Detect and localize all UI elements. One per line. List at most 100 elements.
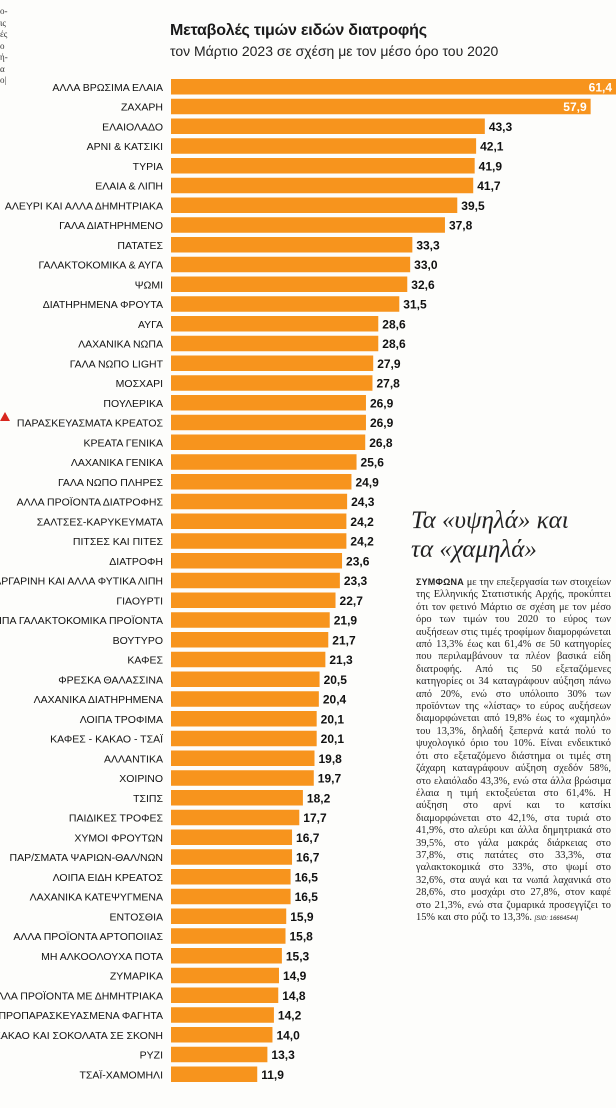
bar-φρεσκα-θαλασσινα bbox=[171, 671, 320, 687]
bar-γαλα-νωπο-πληρες bbox=[171, 474, 352, 490]
bar-πατατες bbox=[171, 237, 413, 253]
value-label: 21,9 bbox=[334, 614, 358, 628]
bar-τσιπς bbox=[171, 790, 303, 806]
value-label: 32,6 bbox=[411, 278, 435, 292]
value-label: 61,4 bbox=[589, 80, 613, 94]
category-label: ΔΙΑΤΗΡΗΜΕΝΑ ΦΡΟΥΤΑ bbox=[43, 299, 163, 311]
article-box: Τα «υψηλά» και τα «χαμηλά» ΣΥΜΦΩΝΑ με τη… bbox=[411, 506, 611, 925]
bar-κακαο-και-σοκολατα-σε-σκονη bbox=[171, 1027, 273, 1043]
chart-title: Μεταβολές τιμών ειδών διατροφής bbox=[170, 22, 427, 39]
value-label: 42,1 bbox=[480, 140, 504, 154]
category-label: ΑΥΓΑ bbox=[138, 319, 163, 331]
value-label: 27,8 bbox=[376, 377, 400, 391]
article-lead-word: ΣΥΜΦΩΝΑ bbox=[416, 577, 464, 587]
bar-λοιπα-ειδη-κρεατος bbox=[171, 869, 291, 885]
fragment-line: ο bbox=[0, 40, 5, 51]
bar-γαλακτοκομικα-αυγα bbox=[171, 256, 411, 273]
value-label: 26,9 bbox=[370, 396, 394, 410]
category-label: ΛΟΙΠΑ ΕΙΔΗ ΚΡΕΑΤΟΣ bbox=[53, 872, 164, 884]
value-label: 24,2 bbox=[350, 535, 374, 549]
fragment-line: ο| bbox=[0, 75, 7, 85]
category-label: ΠΑΤΑΤΕΣ bbox=[117, 240, 163, 252]
value-label: 24,9 bbox=[355, 475, 379, 489]
category-label: ΠΙΤΣΕΣ ΚΑΙ ΠΙΤΕΣ bbox=[73, 536, 164, 548]
bar-ζαχαρη bbox=[171, 98, 591, 115]
article-heading-line1: Τα «υψηλά» και bbox=[411, 507, 569, 534]
value-label: 28,6 bbox=[382, 317, 406, 331]
value-label: 57,9 bbox=[563, 100, 587, 114]
category-label: ΒΟΥΤΥΡΟ bbox=[113, 635, 163, 647]
value-label: 16,7 bbox=[296, 831, 320, 845]
category-label: ΠΑΙΔΙΚΕΣ ΤΡΟΦΕΣ bbox=[69, 813, 164, 825]
bar-προπαρασκευασμενα-φαγητα bbox=[171, 1007, 274, 1023]
bar-αλευρι-και-αλλα-δημητριακα bbox=[171, 197, 458, 213]
value-label: 41,7 bbox=[477, 179, 501, 193]
bar-εντοσθια bbox=[171, 908, 287, 924]
value-label: 15,3 bbox=[286, 949, 310, 963]
value-label: 37,8 bbox=[449, 219, 473, 233]
value-label: 14,8 bbox=[282, 989, 306, 1003]
category-label: ΛΑΧΑΝΙΚΑ ΝΩΠΑ bbox=[78, 339, 163, 351]
bar-τσαϊ-χαμομηλι bbox=[171, 1066, 258, 1082]
value-label: 33,3 bbox=[416, 238, 440, 252]
value-label: 23,3 bbox=[344, 574, 368, 588]
bar-αλλα-βρωσιμα-ελαια bbox=[171, 79, 616, 95]
bar-αλλαντικα bbox=[171, 750, 315, 766]
value-label: 16,5 bbox=[295, 870, 319, 884]
bar-χυμοι-φρουτων bbox=[171, 829, 293, 845]
value-label: 13,3 bbox=[271, 1048, 295, 1062]
value-label: 15,8 bbox=[290, 930, 314, 944]
fragment-line: ις bbox=[0, 17, 6, 28]
value-label: 14,9 bbox=[283, 969, 307, 983]
bar-κρεατα-γενικα bbox=[171, 434, 366, 450]
category-label: ΚΑΦΕΣ - ΚΑΚΑΟ - ΤΣΑΪ bbox=[50, 734, 163, 746]
category-label: ΧΟΙΡΙΝΟ bbox=[119, 773, 163, 785]
category-label: ΤΣΑΪ-ΧΑΜΟΜΗΛΙ bbox=[79, 1069, 163, 1081]
bar-γιαουρτι bbox=[171, 592, 336, 608]
category-label: ΠΑΡΑΣΚΕΥΑΣΜΑΤΑ ΚΡΕΑΤΟΣ bbox=[17, 418, 164, 430]
bar-λοιπα-γαλακτοκομικα-προϊοντα bbox=[171, 612, 330, 628]
category-label: ΑΛΕΥΡΙ ΚΑΙ ΑΛΛΑ ΔΗΜΗΤΡΙΑΚΑ bbox=[5, 200, 163, 212]
bar-μοσχαρι bbox=[171, 375, 373, 391]
category-label: ΦΡΕΣΚΑ ΘΑΛΑΣΣΙΝΑ bbox=[58, 674, 163, 686]
value-label: 26,8 bbox=[369, 436, 393, 450]
article-body-text: με την επεξεργασία των στοιχείων της Ελλ… bbox=[416, 577, 611, 923]
chart-subtitle: τον Μάρτιο 2023 σε σχέση με τον μέσο όρο… bbox=[170, 43, 499, 59]
bar-αλλα-προϊοντα-διατροφης bbox=[171, 493, 348, 510]
bar-αλλα-προϊοντα-με-δημητριακα bbox=[171, 987, 279, 1003]
value-label: 14,0 bbox=[276, 1028, 300, 1042]
category-label: ΛΑΧΑΝΙΚΑ ΓΕΝΙΚΑ bbox=[71, 457, 163, 469]
category-label: ΕΛΑΙΑ & ΛΙΠΗ bbox=[95, 181, 163, 193]
value-label: 14,2 bbox=[278, 1009, 302, 1023]
bar-πιτσες-και-πιτες bbox=[171, 533, 347, 549]
bar-ψωμι bbox=[171, 276, 408, 292]
bar-αρνι-κατσικι bbox=[171, 138, 477, 154]
category-label: ΧΥΜΟΙ ΦΡΟΥΤΩΝ bbox=[74, 832, 163, 844]
category-label: ΓΑΛΑ ΝΩΠΟ ΠΛΗΡΕΣ bbox=[58, 477, 163, 489]
category-label: ΑΛΛΑ ΠΡΟΪΟΝΤΑ ΜΕ ΔΗΜΗΤΡΙΑΚΑ bbox=[0, 990, 163, 1002]
category-label: ΤΥΡΙΑ bbox=[133, 161, 163, 173]
category-label: ΓΑΛΑ ΔΙΑΤΗΡΗΜΕΝΟ bbox=[59, 220, 163, 232]
fragment-line: ές bbox=[0, 29, 8, 39]
category-label: ΓΙΑΟΥΡΤΙ bbox=[116, 595, 163, 607]
bar-πουλερικα bbox=[171, 395, 366, 411]
bar-ζυμαρικα bbox=[171, 967, 279, 984]
category-label: ΨΩΜΙ bbox=[135, 279, 163, 291]
bar-ρυζι bbox=[171, 1046, 268, 1063]
bar-καφες bbox=[171, 651, 326, 668]
bar-λαχανικα-γενικα bbox=[171, 454, 357, 470]
category-label: ΔΙΑΤΡΟΦΗ bbox=[109, 556, 163, 568]
category-label: ΑΡΝΙ & ΚΑΤΣΙΚΙ bbox=[87, 141, 163, 153]
value-label: 20,4 bbox=[323, 693, 347, 707]
category-label: ΠΑΡ/ΣΜΑΤΑ ΨΑΡΙΩΝ-ΘΑΛ/ΝΩΝ bbox=[10, 852, 164, 864]
value-label: 16,7 bbox=[296, 851, 320, 865]
category-label: ΓΑΛΑ ΝΩΠΟ LIGHT bbox=[70, 358, 164, 370]
bar-γαλα-διατηρημενο bbox=[171, 217, 445, 233]
value-label: 19,7 bbox=[318, 772, 342, 786]
value-label: 23,6 bbox=[346, 554, 370, 568]
bar-γαλα-νωπο-light bbox=[171, 355, 374, 371]
bar-καφες-κακαο-τσαϊ bbox=[171, 730, 317, 747]
value-label: 25,6 bbox=[361, 456, 385, 470]
bar-λοιπα-τροφιμα bbox=[171, 711, 317, 727]
